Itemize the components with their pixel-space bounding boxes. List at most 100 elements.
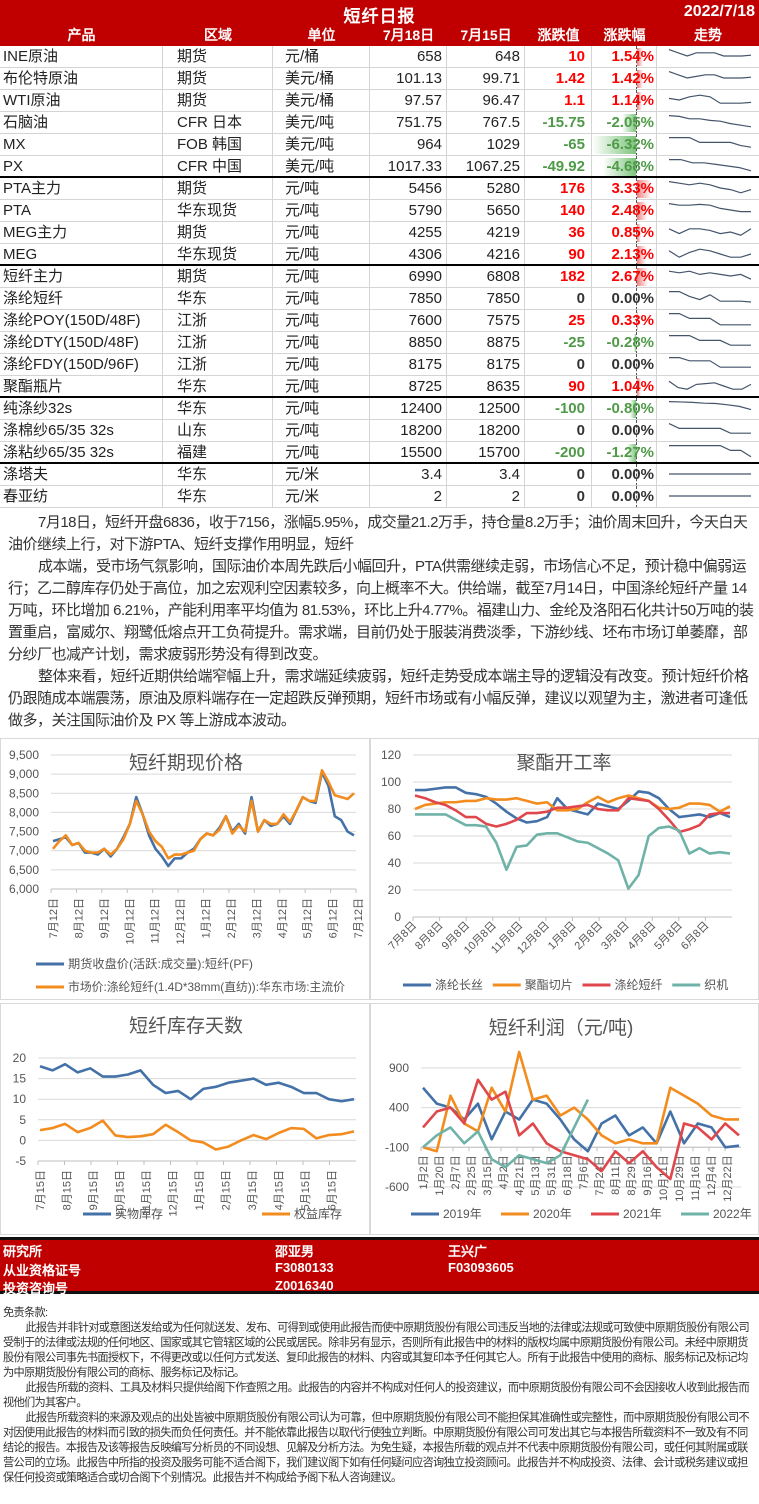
x-tick-label: 4月12日 <box>277 898 289 938</box>
databar-axis <box>636 90 637 111</box>
change-pct-text: 2.48% <box>611 202 654 219</box>
x-tick-label: 10月15日 <box>115 1170 127 1216</box>
change-pct-text: 0.00% <box>611 290 654 307</box>
product-name: 春亚纺 <box>0 486 163 507</box>
change-value: 140 <box>525 200 592 221</box>
sparkline <box>657 90 759 111</box>
col-header-today: 7月18日 <box>382 27 435 43</box>
series-line <box>414 794 731 813</box>
unit: 元/吨 <box>273 244 370 264</box>
change-value: 182 <box>525 266 592 287</box>
databar-axis <box>636 486 637 507</box>
sparkline-path <box>668 181 752 194</box>
sparkline <box>657 288 759 309</box>
y-tick-label: 9,500 <box>9 748 39 762</box>
unit: 美元/桶 <box>273 90 370 111</box>
region: 江浙 <box>163 332 273 353</box>
price-prev: 7850 <box>447 288 525 309</box>
databar <box>627 444 636 462</box>
sparkline-path <box>669 356 751 368</box>
x-tick-label: 7月12日 <box>353 898 365 938</box>
price-prev: 18200 <box>447 420 525 441</box>
databar-axis <box>636 112 637 133</box>
y-tick-label: 20 <box>388 883 402 897</box>
region: 山东 <box>163 420 273 441</box>
databar <box>592 136 636 154</box>
change-pct: 0.33% <box>592 310 657 331</box>
legend-label: 2019年 <box>443 1207 482 1221</box>
region: 华东 <box>163 376 273 396</box>
region: 华东 <box>163 398 273 419</box>
disclaimer-paragraph: 此报告所载的资料、工具及材料只提供给阁下作查照之用。此报告的内容并不构成对任何人… <box>3 1382 750 1409</box>
x-tick-label: 8月29日 <box>626 1155 638 1195</box>
price-prev: 7575 <box>447 310 525 331</box>
databar-axis <box>636 464 637 485</box>
unit: 元/吨 <box>273 442 370 462</box>
databar <box>621 114 636 132</box>
unit: 元/吨 <box>273 266 370 287</box>
table-row: 涤纶FDY(150D/96F) 江浙 元/吨 8175 8175 0 0.00% <box>0 354 759 376</box>
unit: 美元/桶 <box>273 68 370 89</box>
price-prev: 8875 <box>447 332 525 353</box>
x-tick-label: 7月24日 <box>594 1155 606 1195</box>
table-row: PTA主力 期货 元/吨 5456 5280 176 3.33% <box>0 178 759 200</box>
x-tick-label: 4月8日 <box>626 920 659 953</box>
analyst-1-qualification: F3080133 <box>275 1260 334 1275</box>
price-today: 4306 <box>370 244 447 264</box>
legend-label: 实物库存 <box>115 1206 163 1221</box>
region: 福建 <box>163 442 273 462</box>
sparkline-path <box>668 380 752 390</box>
change-pct: 1.42% <box>592 68 657 89</box>
legend-label: 2021年 <box>623 1207 662 1221</box>
change-value: -65 <box>525 134 592 155</box>
price-prev: 12500 <box>447 398 525 419</box>
x-tick-label: 12月4日 <box>706 1155 718 1195</box>
change-pct-text: -0.80% <box>606 400 654 417</box>
price-prev: 4216 <box>447 244 525 264</box>
col-header-region: 区域 <box>204 27 232 43</box>
table-row: MX FOB 韩国 美元/吨 964 1029 -65 -6.32% <box>0 134 759 156</box>
col-header-product: 产品 <box>67 27 96 43</box>
unit: 美元/吨 <box>273 134 370 155</box>
unit: 美元/吨 <box>273 112 370 133</box>
region: 华东 <box>163 464 273 485</box>
change-pct-text: -0.28% <box>606 334 654 351</box>
y-tick-label: 60 <box>388 829 402 843</box>
price-table: INE原油 期货 元/桶 658 648 10 1.54% 布伦特原油 期货 美元/桶 101.13… <box>0 46 759 508</box>
table-row: 聚酯瓶片 华东 元/吨 8725 8635 90 1.04% <box>0 376 759 398</box>
x-tick-label: 4月2日 <box>498 1155 510 1189</box>
chart-inventory-days: -5 0 5 10 15 20 7月15日 8月15日 9月15日 10月15日 11月15日 12月… <box>0 1003 370 1235</box>
x-tick-label: 7月15日 <box>35 1170 47 1210</box>
x-tick-label: 2月12日 <box>226 898 238 938</box>
change-pct: -2.05% <box>592 112 657 133</box>
x-tick-label: 3月8日 <box>599 920 632 953</box>
sparkline <box>657 222 759 243</box>
x-tick-label: 5月8日 <box>652 920 685 953</box>
change-pct: 2.48% <box>592 200 657 221</box>
x-tick-label: 4月15日 <box>274 1170 286 1210</box>
legend-label: 涤纶长丝 <box>435 978 483 992</box>
unit: 元/吨 <box>273 332 370 353</box>
region: 华东 <box>163 486 273 507</box>
x-tick-label: 9月16日 <box>642 1155 654 1195</box>
commentary-paragraph: 成本端，受市场气氛影响，国际油价本周先跌后小幅回升，PTA供需继续走弱，市场信心… <box>8 558 754 663</box>
price-prev: 1029 <box>447 134 525 155</box>
price-today: 6990 <box>370 266 447 287</box>
change-value: 0 <box>525 486 592 507</box>
databar <box>630 400 636 418</box>
sparkline-path <box>668 94 752 104</box>
databar-axis <box>636 244 637 264</box>
price-today: 12400 <box>370 398 447 419</box>
sparkline <box>657 178 759 199</box>
change-value: -200 <box>525 442 592 462</box>
y-tick-label: 0 <box>19 1133 26 1147</box>
change-value: 0 <box>525 420 592 441</box>
product-name: 石脑油 <box>0 112 163 133</box>
price-today: 8175 <box>370 354 447 375</box>
sparkline <box>657 134 759 155</box>
disclaimer-paragraph: 此报告所载资料的来源及观点的出处皆被中原期货股份有限公司认为可靠，但中原期货股份… <box>3 1412 750 1484</box>
unit: 元/吨 <box>273 398 370 419</box>
price-prev: 8635 <box>447 376 525 396</box>
databar <box>637 48 644 66</box>
x-tick-label: 6月15日 <box>327 1170 339 1210</box>
